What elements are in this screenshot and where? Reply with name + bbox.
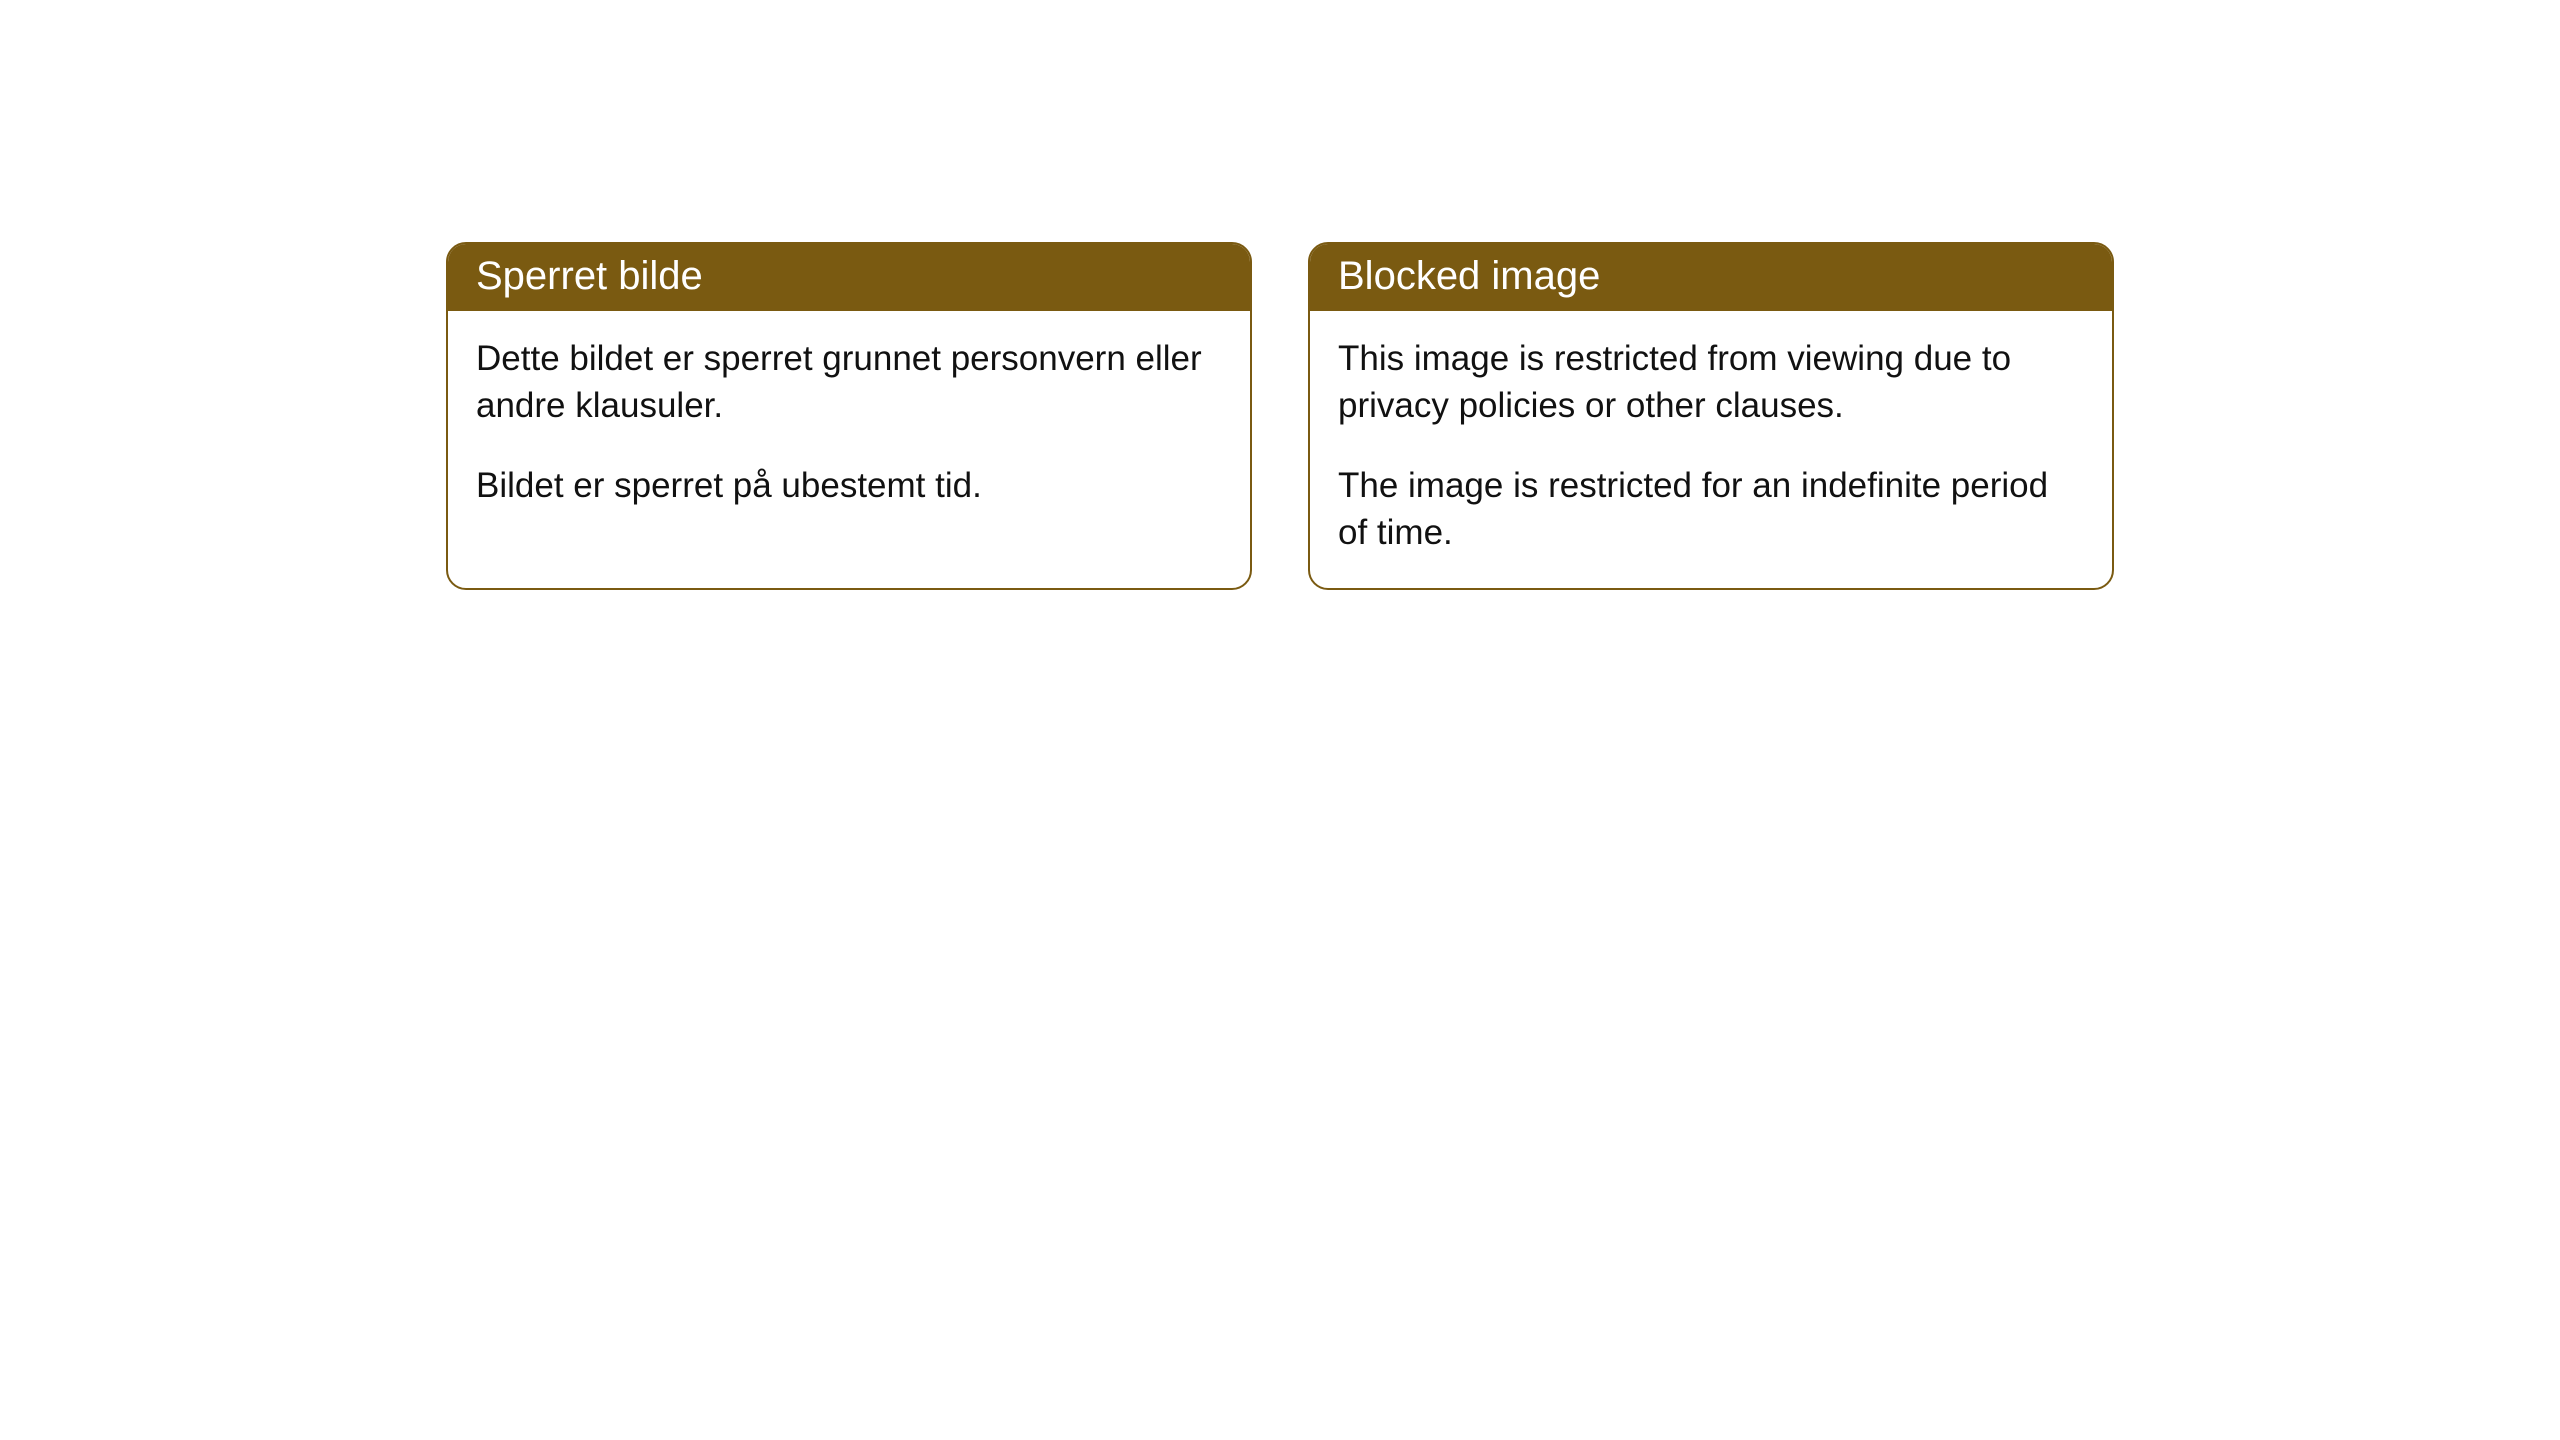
card-header: Blocked image bbox=[1310, 244, 2112, 311]
card-paragraph-2: The image is restricted for an indefinit… bbox=[1338, 462, 2084, 557]
card-paragraph-1: This image is restricted from viewing du… bbox=[1338, 335, 2084, 430]
blocked-image-card-no: Sperret bilde Dette bildet er sperret gr… bbox=[446, 242, 1252, 590]
card-paragraph-2: Bildet er sperret på ubestemt tid. bbox=[476, 462, 1222, 509]
card-header: Sperret bilde bbox=[448, 244, 1250, 311]
card-body: Dette bildet er sperret grunnet personve… bbox=[448, 311, 1250, 541]
card-body: This image is restricted from viewing du… bbox=[1310, 311, 2112, 588]
card-paragraph-1: Dette bildet er sperret grunnet personve… bbox=[476, 335, 1222, 430]
blocked-image-card-en: Blocked image This image is restricted f… bbox=[1308, 242, 2114, 590]
cards-container: Sperret bilde Dette bildet er sperret gr… bbox=[446, 242, 2114, 590]
